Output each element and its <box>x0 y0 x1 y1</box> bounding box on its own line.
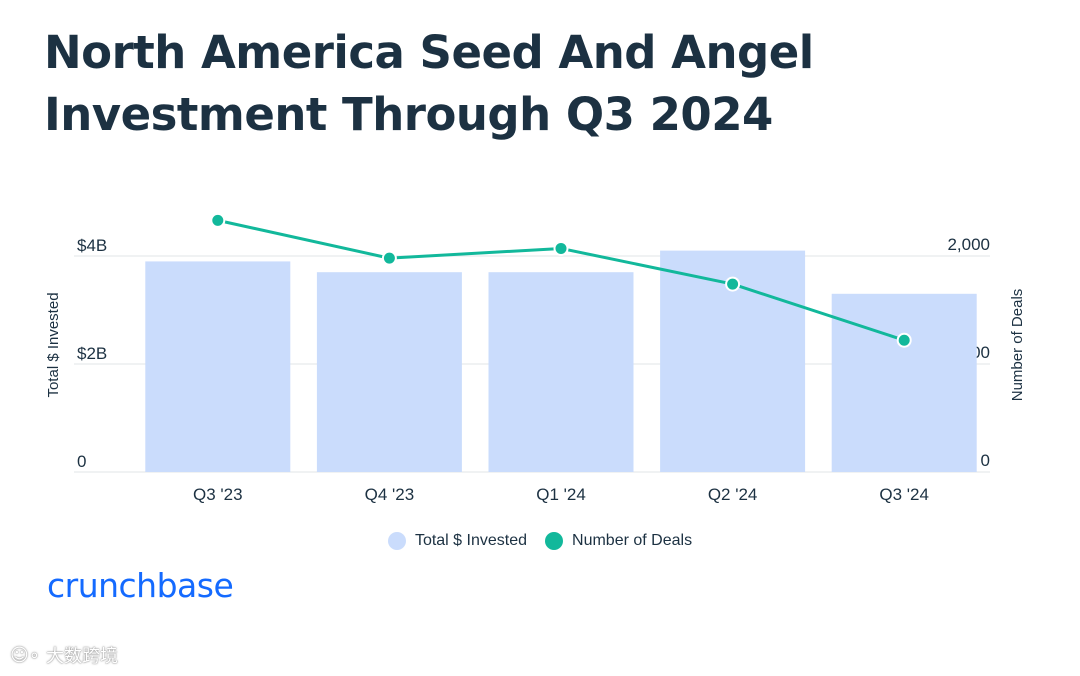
deals-point-4 <box>896 332 912 348</box>
chart-title-line-2: Investment Through Q3 2024 <box>44 88 773 141</box>
category-label: Q4 '23 <box>365 485 415 504</box>
left-tick-label: $4B <box>77 236 107 255</box>
deals-point-0 <box>210 212 226 228</box>
left-axis-title: Total $ Invested <box>45 292 62 397</box>
category-label: Q3 '23 <box>193 485 243 504</box>
left-tick-label: 0 <box>77 452 86 471</box>
bar-1 <box>316 272 462 472</box>
chart-legend: Total $ Invested Number of Deals <box>0 532 1080 550</box>
legend-label-total-invested: Total $ Invested <box>414 532 528 549</box>
right-axis-title: Number of Deals <box>1009 289 1026 402</box>
deals-point-1 <box>381 250 397 266</box>
chart-title: North America Seed And Angel Investment … <box>44 22 814 146</box>
category-label: Q3 '24 <box>879 485 929 504</box>
legend-label-number-of-deals: Number of Deals <box>572 532 693 549</box>
crunchbase-logo: crunchbase <box>47 566 234 605</box>
legend-swatch-line <box>545 532 564 550</box>
right-tick-label: 2,000 <box>947 235 990 254</box>
watermark: ☺∘ 大数跨境 <box>10 642 118 668</box>
deals-point-3 <box>725 276 741 292</box>
category-label: Q2 '24 <box>708 485 758 504</box>
bar-0 <box>145 261 291 472</box>
category-label: Q1 '24 <box>536 485 586 504</box>
dashuju-logo-icon: ☺∘ <box>10 644 41 666</box>
legend-item-total-invested[interactable]: Total $ Invested <box>387 532 528 550</box>
watermark-text: 大数跨境 <box>46 646 119 667</box>
legend-item-number-of-deals[interactable]: Number of Deals <box>545 532 692 550</box>
bar-4 <box>831 293 977 472</box>
chart-title-line-1: North America Seed And Angel <box>44 26 814 79</box>
left-tick-label: $2B <box>77 344 107 363</box>
right-tick-label: 0 <box>981 451 990 470</box>
deals-point-2 <box>553 240 569 256</box>
legend-swatch-bar <box>387 532 406 550</box>
bar-2 <box>488 272 634 472</box>
